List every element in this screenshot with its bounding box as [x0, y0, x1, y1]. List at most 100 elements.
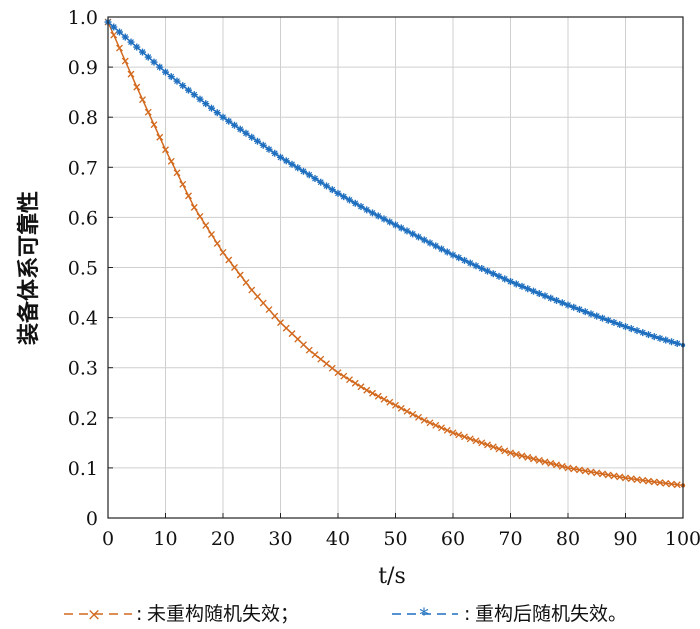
marker-stroke: [265, 306, 273, 314]
series-1-marker: [576, 305, 583, 313]
marker-stroke: [386, 218, 393, 225]
x-tick-label: 10: [153, 528, 177, 550]
series-0-marker: [357, 383, 365, 391]
series-0-marker: [604, 471, 612, 479]
marker-stroke: [323, 183, 330, 189]
series-1-marker: [524, 285, 532, 293]
series-1-marker: [616, 321, 624, 329]
marker-stroke: [392, 221, 399, 228]
marker-stroke: [208, 105, 215, 112]
marker-stroke: [300, 168, 307, 175]
marker-stroke: [317, 179, 324, 186]
marker-stroke: [403, 407, 411, 415]
series-1-marker: [162, 68, 169, 76]
marker-stroke: [421, 237, 428, 243]
marker-stroke: [450, 252, 456, 258]
series-1-marker: [190, 91, 198, 99]
series-0-marker: [650, 478, 658, 486]
marker-stroke: [634, 327, 640, 334]
marker-stroke: [415, 234, 422, 240]
series-0-marker: [558, 462, 566, 470]
marker-stroke: [346, 197, 353, 203]
marker-stroke: [294, 164, 301, 171]
series-0-marker: [466, 435, 474, 443]
marker-stroke: [639, 476, 647, 484]
series-0-marker: [564, 464, 572, 472]
series-0-marker: [397, 404, 405, 412]
marker-stroke: [467, 260, 474, 267]
x-tick-label: 60: [441, 528, 465, 550]
series-1-marker: [185, 86, 192, 94]
series-0-marker: [622, 474, 629, 482]
series-1-marker: [265, 145, 273, 153]
marker-stroke: [404, 228, 410, 234]
x-axis-label: t/s: [378, 564, 406, 589]
marker-stroke: [254, 293, 261, 301]
marker-stroke: [197, 96, 203, 103]
marker-stroke: [656, 479, 664, 487]
marker-stroke: [110, 31, 118, 39]
y-tick-label: 0.1: [68, 458, 98, 480]
series-1-marker: [392, 221, 399, 229]
series-0-marker: [639, 476, 647, 484]
series-0-marker: [127, 70, 135, 78]
marker-stroke: [651, 333, 658, 340]
series-0-marker: [415, 413, 422, 421]
series-0-marker: [300, 341, 307, 349]
legend-label-reconstructed: 重构后随机失效。: [475, 603, 627, 625]
series-1-marker: [213, 109, 221, 117]
series-1-marker: [438, 245, 445, 253]
series-1-marker: [173, 77, 181, 85]
marker-stroke: [501, 447, 509, 455]
marker-stroke: [271, 150, 278, 157]
series-0-marker: [455, 431, 463, 439]
series-1-marker: [357, 203, 365, 211]
series-1-marker: [530, 287, 537, 295]
series-0-marker: [248, 286, 256, 294]
series-1-marker: [409, 230, 417, 238]
series-1-marker: [121, 33, 129, 41]
marker-stroke: [639, 329, 646, 336]
series-1-marker: [150, 58, 158, 66]
marker-stroke: [564, 464, 572, 472]
x-axis-ticks: 0 10 20 30 40 50 60 70 80 90 100: [102, 513, 700, 550]
series-0-marker: [484, 441, 491, 449]
marker-stroke: [507, 278, 514, 285]
marker-stroke: [375, 212, 382, 219]
series-1-marker: [288, 160, 296, 168]
marker-stroke: [173, 169, 181, 177]
marker-stroke: [340, 193, 347, 200]
marker-stroke: [208, 230, 215, 238]
marker-stroke: [168, 73, 175, 80]
marker-stroke: [312, 175, 318, 182]
series-1-marker: [461, 256, 468, 264]
x-tick-label: 0: [102, 528, 114, 550]
y-tick-label: 0.6: [68, 207, 98, 229]
marker-stroke: [300, 341, 307, 349]
series-0-marker: [581, 467, 589, 475]
marker-stroke: [237, 126, 244, 133]
series-1-marker: [449, 251, 457, 259]
marker-stroke: [346, 376, 353, 384]
marker-stroke: [266, 146, 272, 153]
marker-stroke: [581, 467, 589, 475]
series-1-marker: [305, 171, 313, 179]
series-1-marker: [558, 299, 566, 307]
legend: × : 未重构随机失效； * : 重构后随机失效。: [64, 603, 627, 626]
series-1-marker: [242, 129, 250, 137]
marker-stroke: [202, 100, 209, 107]
y-tick-label: 0.2: [68, 408, 98, 430]
marker-stroke: [363, 206, 370, 213]
series-0-marker: [668, 480, 675, 488]
series-1-marker: [466, 259, 474, 267]
series-1-marker: [656, 334, 664, 342]
marker-stroke: [444, 249, 451, 255]
series-1-marker: [248, 133, 256, 141]
series-0-marker: [432, 421, 440, 429]
series-0-marker: [524, 453, 532, 461]
marker-stroke: [352, 200, 359, 207]
series-0-marker: [512, 450, 520, 458]
marker-stroke: [582, 308, 589, 315]
legend-marker-reconstructed: *: [420, 605, 429, 626]
